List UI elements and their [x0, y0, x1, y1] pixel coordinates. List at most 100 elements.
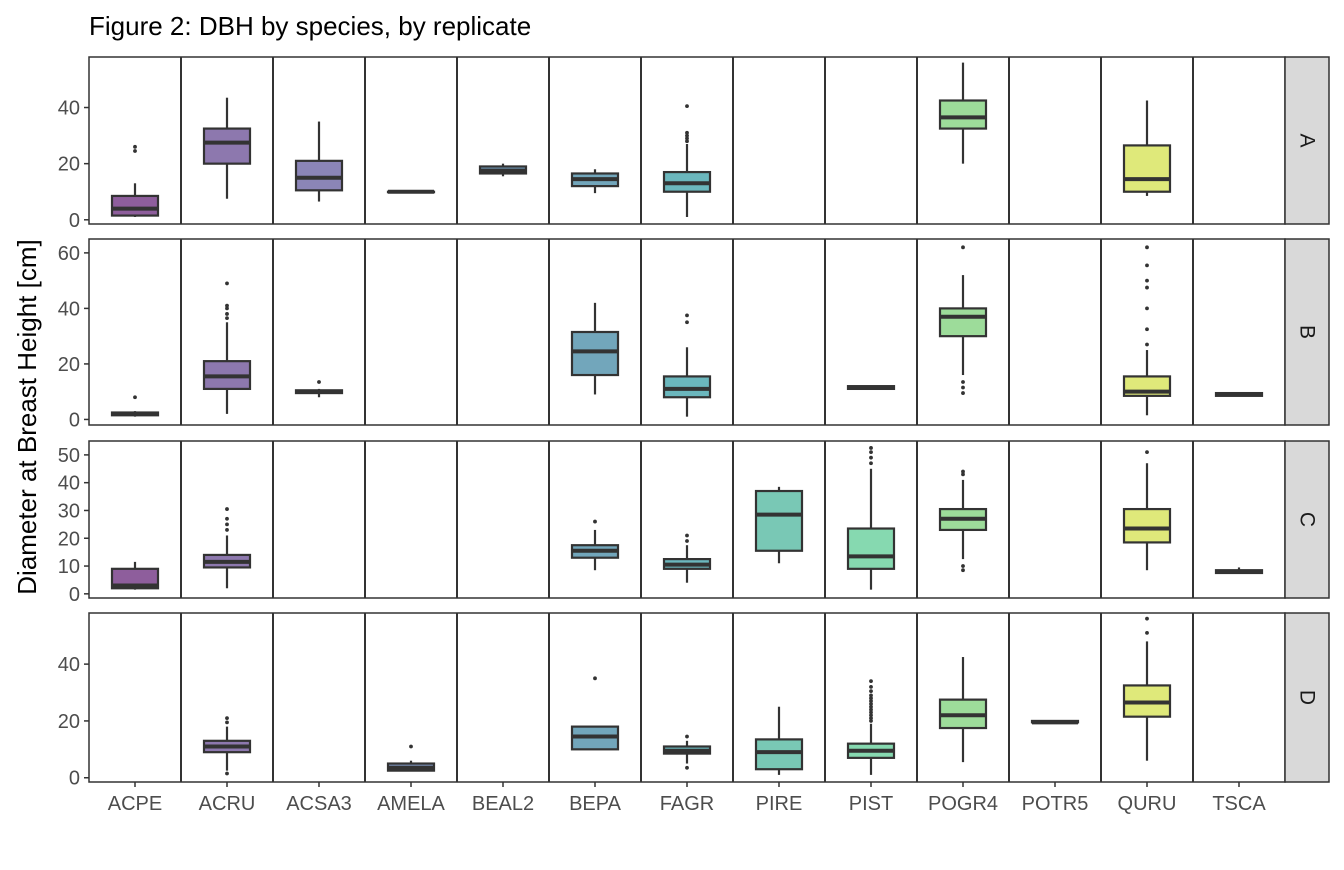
iqr-box [754, 489, 804, 552]
outlier-point [869, 699, 873, 703]
boxplot-pogr4 [938, 62, 988, 164]
boxplot-acru [202, 716, 252, 776]
boxplot-pist [846, 679, 896, 775]
boxplot-quru [1122, 245, 1172, 416]
facet-strip-label: D [1296, 690, 1319, 705]
outlier-point [961, 472, 965, 477]
boxplot-acpe [110, 144, 160, 217]
x-tick-label-bepa: BEPA [569, 793, 622, 815]
boxplot-quru [1122, 450, 1172, 571]
outlier-point [685, 136, 689, 141]
outlier-point [961, 245, 965, 250]
y-tick-label: 30 [58, 500, 80, 522]
x-tick-label-fagr: FAGR [660, 793, 714, 815]
outlier-point [225, 312, 229, 316]
facet-panel-c: 0 10 20 30 40 50 C [58, 440, 1330, 606]
boxplot-acpe [110, 561, 160, 590]
outlier-point [961, 568, 965, 573]
outlier-point [685, 765, 689, 770]
outlier-point [409, 744, 413, 749]
outlier-point [1145, 630, 1149, 635]
outlier-point [593, 519, 597, 524]
outlier-point [317, 380, 321, 384]
y-tick-label: 20 [58, 154, 80, 176]
outlier-point [133, 149, 137, 153]
x-tick-label-acru: ACRU [199, 793, 256, 815]
y-tick-label: 0 [69, 409, 80, 431]
boxplot-fagr [662, 734, 712, 770]
outlier-point [961, 391, 965, 395]
boxplot-bepa [570, 302, 620, 395]
iqr-box [754, 738, 804, 771]
iqr-box [846, 527, 896, 570]
x-tick-label-amela: AMELA [377, 793, 445, 815]
y-tick-label: 0 [69, 768, 80, 790]
outlier-point [869, 696, 873, 701]
boxplot-quru [1122, 616, 1172, 761]
outlier-point [961, 385, 965, 390]
boxplot-tsca [1214, 391, 1264, 397]
outlier-point [685, 539, 689, 543]
iqr-box [1122, 144, 1172, 193]
y-tick-label: 20 [58, 354, 80, 376]
iqr-box [938, 307, 988, 338]
facet-panel-a: 0 20 40 A [58, 56, 1330, 232]
outlier-point [869, 707, 873, 712]
boxplot-acru [202, 97, 252, 199]
boxplot-acru [202, 281, 252, 414]
iqr-box [662, 375, 712, 399]
facet-panels: 0 20 40 A 0 20 40 60 B 0 10 20 30 40 50 C 0 20 40 D [58, 56, 1330, 790]
outlier-point [869, 689, 873, 694]
y-tick-label: 40 [58, 298, 80, 320]
y-tick-label: 50 [58, 445, 80, 467]
outlier-point [961, 469, 965, 474]
outlier-point [225, 316, 229, 321]
boxplot-bepa [570, 169, 620, 194]
boxplot-beal2 [478, 163, 528, 177]
x-tick-label-potr5: POTR5 [1022, 793, 1089, 815]
outlier-point [133, 144, 137, 149]
boxplot-pogr4 [938, 657, 988, 763]
outlier-point [685, 734, 689, 739]
outlier-point [685, 320, 689, 325]
boxplot-pist [846, 385, 896, 391]
outlier-point [869, 684, 873, 689]
outlier-point [961, 380, 965, 384]
facet-panel-d: 0 20 40 D [58, 612, 1330, 790]
iqr-box [110, 567, 160, 590]
outlier-point [1145, 450, 1149, 455]
facet-panel-b: 0 20 40 60 B [58, 238, 1330, 431]
x-axis: ACPE ACRU ACSA3 AMELA BEAL2 BEPA FAGR PIRE PIST P… [108, 782, 1266, 815]
outlier-point [869, 701, 873, 706]
y-tick-label: 0 [69, 210, 80, 232]
outlier-point [869, 716, 873, 720]
x-tick-label-pire: PIRE [756, 793, 803, 815]
outlier-point [1145, 616, 1149, 621]
boxplot-acpe [110, 395, 160, 417]
iqr-box [938, 99, 988, 130]
outlier-point [869, 446, 873, 450]
outlier-point [1145, 245, 1149, 250]
outlier-point [1145, 306, 1149, 311]
outlier-point [685, 139, 689, 144]
outlier-point [685, 533, 689, 538]
outlier-point [685, 104, 689, 109]
facet-strip-label: A [1296, 133, 1319, 147]
outlier-point [225, 716, 229, 720]
facet-strip-c [1284, 440, 1330, 599]
x-tick-label-acpe: ACPE [108, 793, 162, 815]
boxplot-amela [386, 189, 436, 194]
x-tick-label-pist: PIST [849, 793, 893, 815]
outlier-point [961, 564, 965, 568]
iqr-box [110, 194, 160, 217]
facet-strip-d [1284, 612, 1330, 783]
facet-strip-a [1284, 56, 1330, 225]
iqr-box [1122, 507, 1172, 544]
facet-strip-b [1284, 238, 1330, 426]
outlier-point [869, 455, 873, 460]
outlier-point [225, 720, 229, 725]
iqr-box [202, 127, 252, 165]
x-tick-label-beal2: BEAL2 [472, 793, 534, 815]
boxplot-fagr [662, 313, 712, 417]
